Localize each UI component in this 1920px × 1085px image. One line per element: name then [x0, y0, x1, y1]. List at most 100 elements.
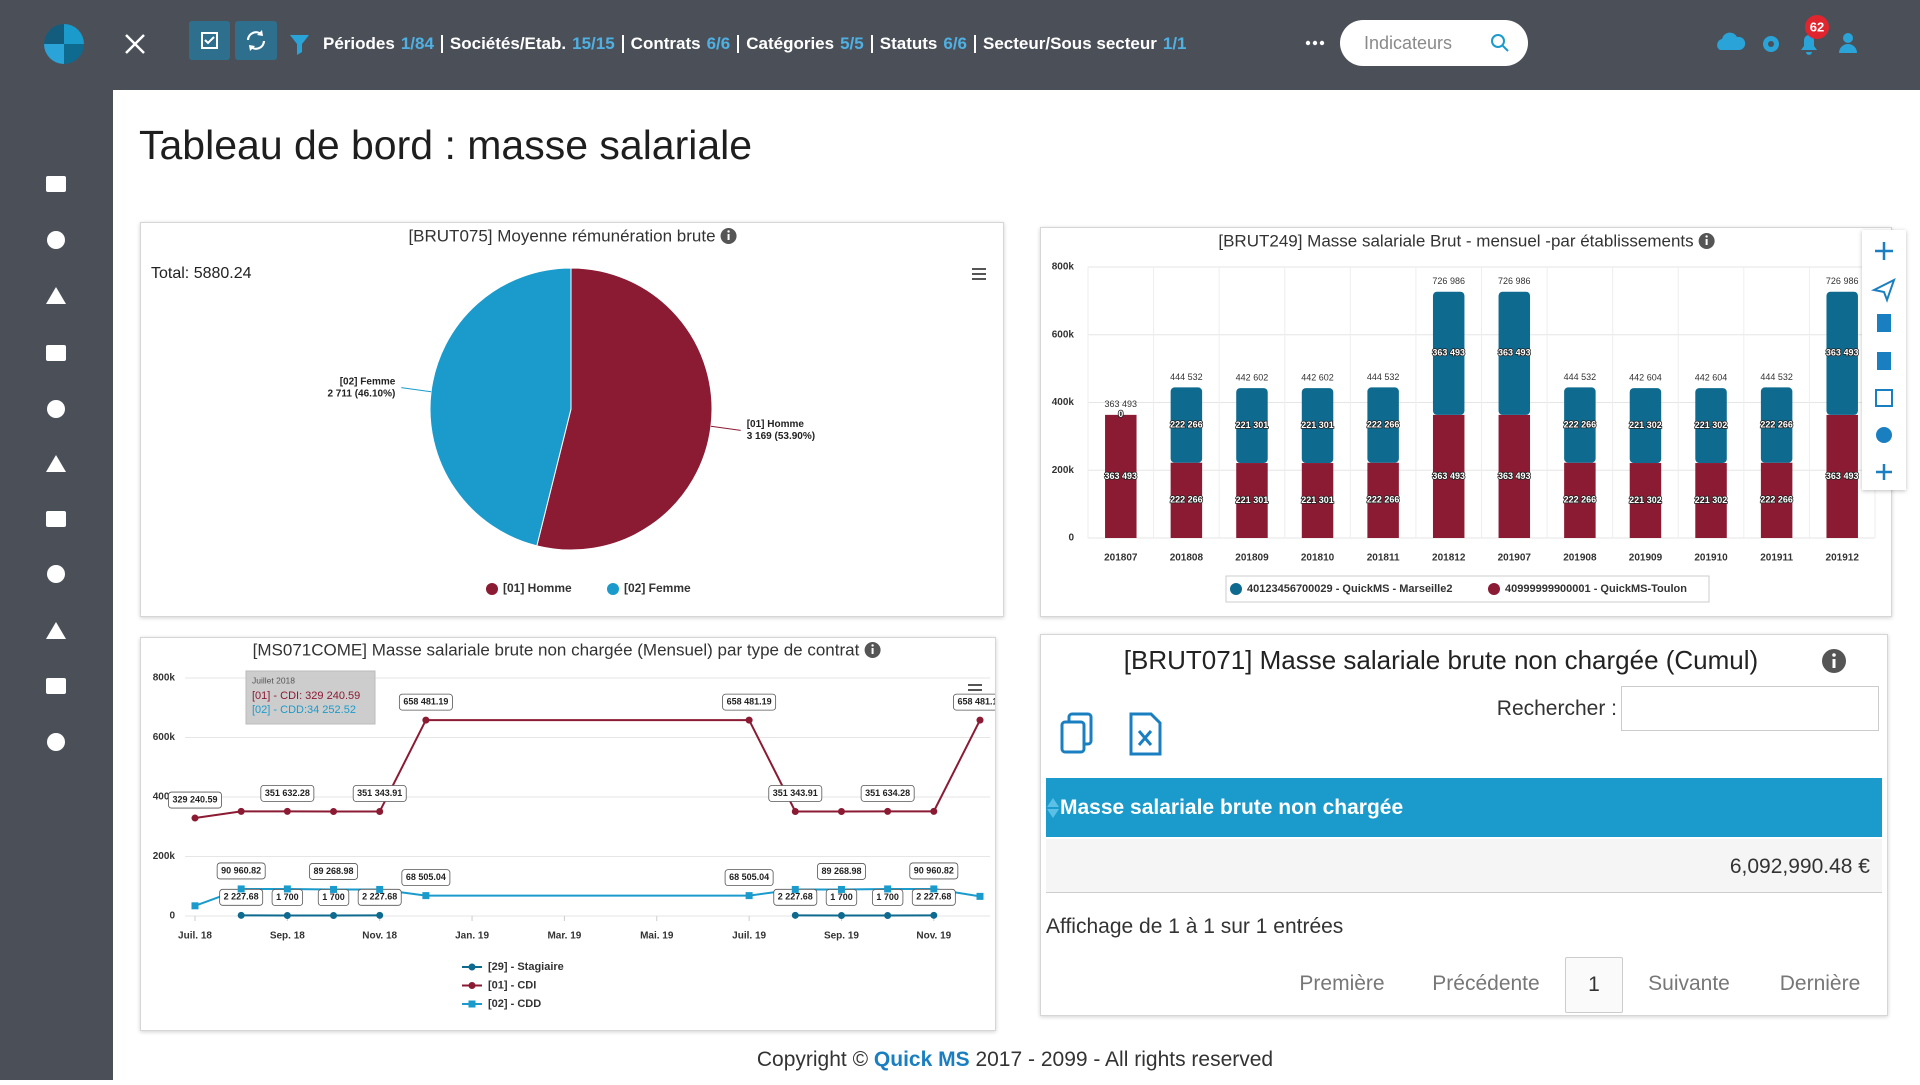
logo[interactable] [44, 24, 84, 64]
legend-label[interactable]: [02] Femme [624, 581, 691, 595]
point-marker [884, 912, 891, 919]
legend-label[interactable]: [02] - CDD [488, 998, 541, 1010]
data-label: 1 700 [276, 892, 299, 902]
nav-icon[interactable] [46, 176, 66, 192]
x-tick-label: 201907 [1498, 553, 1532, 564]
settings-icon[interactable] [1876, 427, 1892, 443]
page-previous[interactable]: Précédente [1432, 957, 1539, 1011]
point-marker [284, 912, 291, 919]
nav-glyph [47, 400, 65, 418]
data-label: 363 493 [1498, 348, 1531, 358]
info-icon[interactable] [721, 228, 737, 244]
filter-count: 5/5 [840, 35, 864, 53]
cloud-icon[interactable] [1717, 33, 1745, 50]
info-icon[interactable] [865, 642, 881, 658]
tooltip-title: Juillet 2018 [252, 675, 295, 685]
x-tick-label: 201810 [1301, 553, 1335, 564]
info-glyph [728, 234, 730, 240]
brand-link[interactable]: Quick MS [874, 1048, 970, 1071]
nav-icon[interactable] [47, 733, 65, 751]
nav-icon[interactable] [46, 622, 66, 639]
edit-icon[interactable] [1876, 390, 1892, 406]
nav-icon[interactable] [47, 565, 65, 583]
data-label: 222 266 [1170, 495, 1203, 505]
stack-total-label: 442 604 [1629, 372, 1662, 382]
point-marker [284, 885, 291, 892]
data-label: 351 632.28 [265, 788, 310, 798]
settings-icon[interactable] [1763, 36, 1779, 52]
excel-icon[interactable] [1877, 352, 1891, 370]
search-input[interactable] [1621, 686, 1879, 731]
search-placeholder: Indicateurs [1364, 33, 1452, 54]
legend-symbol [1488, 583, 1500, 595]
column-header: Masse salariale brute non chargée [1060, 796, 1403, 820]
point-marker [746, 892, 753, 899]
filter[interactable]: Sociétés/Etab.15/15 [441, 35, 622, 53]
legend-symbol [1230, 583, 1242, 595]
info-glyph [727, 230, 729, 232]
legend-label[interactable]: [01] Homme [503, 581, 572, 595]
point-marker [884, 808, 891, 815]
close-button[interactable] [126, 35, 144, 53]
send-icon[interactable] [1874, 280, 1894, 300]
page-last[interactable]: Dernière [1780, 957, 1861, 1011]
legend-label[interactable]: [01] - CDI [488, 979, 536, 991]
page-current[interactable]: 1 [1565, 957, 1623, 1013]
data-label-box: 351 343.91 [353, 785, 406, 801]
point-marker [792, 886, 799, 893]
data-label-box: 89 268.98 [310, 863, 358, 879]
nav-icon[interactable] [47, 231, 65, 249]
table-title: [BRUT071] Masse salariale brute non char… [1041, 645, 1841, 676]
nav-icon[interactable] [46, 287, 66, 304]
filter-icon[interactable] [290, 35, 309, 55]
select-button[interactable] [189, 21, 230, 60]
user-icon[interactable] [1839, 33, 1857, 53]
page-next[interactable]: Suivante [1648, 957, 1730, 1011]
y-tick-label: 200k [153, 851, 176, 862]
search-icon [1490, 33, 1510, 53]
line-panel: [MS071COME] Masse salariale brute non ch… [140, 637, 996, 1031]
nav-icon[interactable] [47, 400, 65, 418]
bar-chart: [BRUT249] Masse salariale Brut - mensuel… [1041, 228, 1891, 616]
legend-label[interactable]: [29] - Stagiaire [488, 961, 564, 973]
move-icon[interactable] [1875, 242, 1893, 260]
legend-label[interactable]: 40123456700029 - QuickMS - Marseille2 [1247, 583, 1452, 595]
add-icon[interactable] [1876, 464, 1892, 480]
data-label: 0 [1118, 409, 1123, 419]
data-label: 89 268.98 [314, 866, 354, 876]
point-marker [838, 886, 845, 893]
info-icon[interactable] [1699, 233, 1715, 249]
refresh-button[interactable] [235, 21, 277, 60]
nav-icon[interactable] [46, 455, 66, 472]
copy-button[interactable] [1059, 711, 1099, 757]
info-icon[interactable] [1821, 646, 1851, 676]
data-label: 658 481.19 [727, 696, 772, 706]
legend-label[interactable]: 40999999900001 - QuickMS-Toulon [1505, 583, 1687, 595]
data-label: 1 700 [830, 892, 853, 902]
data-label-box: 89 268.98 [817, 863, 865, 879]
point-marker [376, 912, 383, 919]
nav-icon[interactable] [46, 345, 66, 361]
copyright-years: 2017 - 2099 - All rights reserved [975, 1048, 1273, 1071]
more-filters[interactable] [1306, 41, 1324, 45]
chart-menu[interactable] [972, 268, 986, 280]
table-header[interactable]: Masse salariale brute non chargée [1046, 778, 1882, 837]
pdf-icon[interactable] [1877, 314, 1891, 332]
excel-button[interactable] [1128, 711, 1164, 757]
page-first[interactable]: Première [1299, 957, 1384, 1011]
point-marker [238, 808, 245, 815]
nav-icon[interactable] [46, 678, 66, 694]
info-glyph [872, 648, 874, 654]
label-connector [401, 388, 431, 392]
nav-icon[interactable] [46, 511, 66, 527]
data-label: 351 343.91 [773, 788, 818, 798]
search-box[interactable]: Indicateurs [1340, 20, 1528, 66]
data-label: 221 302 [1629, 420, 1662, 430]
